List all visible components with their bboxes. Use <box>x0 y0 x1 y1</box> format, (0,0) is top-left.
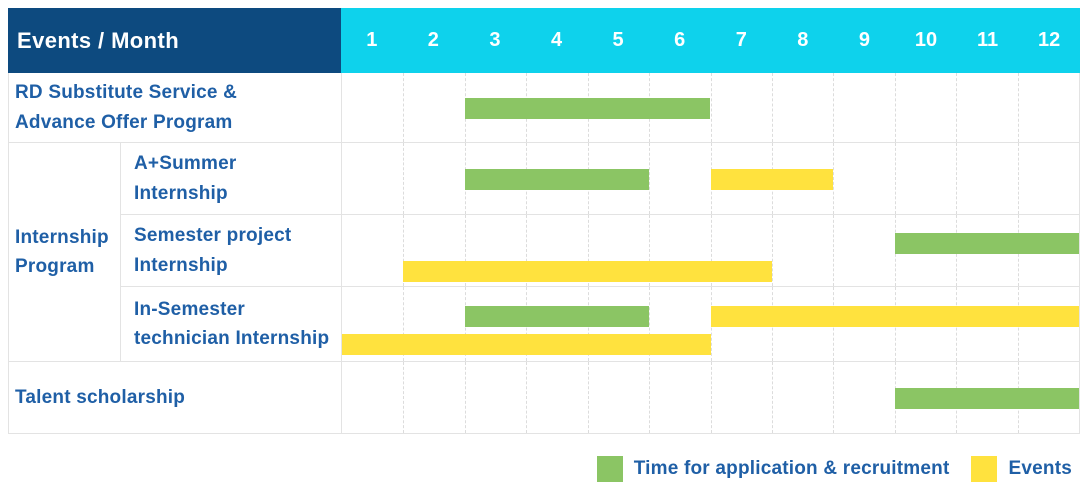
month-separator <box>403 215 405 286</box>
month-separator <box>771 215 773 286</box>
month-separator <box>894 73 896 142</box>
legend-swatch-application <box>596 456 623 482</box>
month-separator <box>956 143 958 214</box>
month-separator <box>587 362 589 433</box>
bar-event <box>403 260 772 282</box>
bar-application <box>894 387 1079 409</box>
row-timeline <box>342 362 1079 433</box>
month-header-label: 4 <box>550 29 563 51</box>
table-row: Talent scholarship <box>9 362 1079 434</box>
month-separator <box>771 362 773 433</box>
table-header: Events / Month 1 2 3 4 5 6 7 8 9 10 11 12 <box>8 8 1080 73</box>
row-timeline <box>342 215 1079 286</box>
month-separator <box>894 143 896 214</box>
table-row: Semester project Internship <box>121 215 1079 287</box>
bar-application <box>464 306 650 327</box>
bar-event <box>710 306 1079 327</box>
month-header-label: 3 <box>489 29 501 51</box>
month-header-label: 11 <box>976 29 999 51</box>
table-row: A+Summer Internship <box>121 143 1079 215</box>
month-header-label: 2 <box>427 29 439 51</box>
month-header-label: 10 <box>914 29 938 51</box>
month-separator <box>403 287 405 361</box>
table-body: RD Substitute Service & Advance Offer Pr… <box>8 73 1080 434</box>
group-rows: A+Summer Internship Semester project Inte… <box>121 143 1079 361</box>
month-separator <box>587 215 589 286</box>
month-header-label: 1 <box>366 29 378 51</box>
month-separator <box>464 215 466 286</box>
bar-application <box>464 97 711 119</box>
month-header-label: 5 <box>612 29 624 51</box>
row-timeline <box>342 73 1079 142</box>
month-separator <box>526 215 528 286</box>
legend-label: Events <box>1008 458 1072 479</box>
row-label: A+Summer Internship <box>121 143 342 214</box>
month-separator <box>526 362 528 433</box>
month-header-row: 1 2 3 4 5 6 7 8 9 10 11 12 <box>341 8 1080 73</box>
month-separator <box>464 362 466 433</box>
month-header-label: 8 <box>797 29 809 51</box>
month-separator <box>833 73 835 142</box>
legend-item: Time for application & recruitment <box>596 456 950 482</box>
bar-application <box>464 168 650 190</box>
table-row: RD Substitute Service & Advance Offer Pr… <box>9 73 1079 143</box>
month-separator <box>710 362 712 433</box>
month-separator <box>403 73 405 142</box>
month-separator <box>833 215 835 286</box>
row-label: Semester project Internship <box>121 215 342 286</box>
bar-event <box>342 334 711 355</box>
month-separator <box>649 287 651 361</box>
month-separator <box>1017 73 1019 142</box>
month-separator <box>649 143 651 214</box>
table-group-row: Internship Program A+Summer Internship Sem… <box>9 143 1079 362</box>
row-label: RD Substitute Service & Advance Offer Pr… <box>9 73 342 142</box>
month-header-label: 7 <box>735 29 747 51</box>
bar-application <box>894 232 1079 254</box>
month-separator <box>833 143 835 214</box>
legend: Time for application & recruitment Events <box>0 456 1072 482</box>
month-separator <box>710 215 712 286</box>
row-label: Talent scholarship <box>9 362 342 433</box>
month-header-label: 12 <box>1038 29 1061 51</box>
table-row: In-Semester technician Internship <box>121 287 1079 361</box>
row-timeline <box>342 287 1079 361</box>
month-separator <box>403 362 405 433</box>
month-separator <box>833 362 835 433</box>
month-header-label: 9 <box>858 29 870 51</box>
legend-swatch-event <box>971 456 998 482</box>
month-separator <box>956 73 958 142</box>
month-separator <box>649 215 651 286</box>
month-separator <box>649 362 651 433</box>
month-separator <box>403 143 405 214</box>
header-events-month-label: Events / Month <box>8 8 341 73</box>
row-timeline <box>342 143 1079 214</box>
month-header-label: 6 <box>674 29 686 51</box>
legend-label: Time for application & recruitment <box>633 458 950 479</box>
bar-event <box>710 168 834 190</box>
legend-item: Events <box>971 456 1072 482</box>
month-separator <box>710 73 712 142</box>
month-separator <box>1017 143 1019 214</box>
gantt-table: Events / Month 1 2 3 4 5 6 7 8 9 10 11 12 RD Substi… <box>8 8 1080 434</box>
group-label: Internship Program <box>9 143 121 361</box>
row-label: In-Semester technician Internship <box>121 287 342 361</box>
month-separator <box>771 73 773 142</box>
